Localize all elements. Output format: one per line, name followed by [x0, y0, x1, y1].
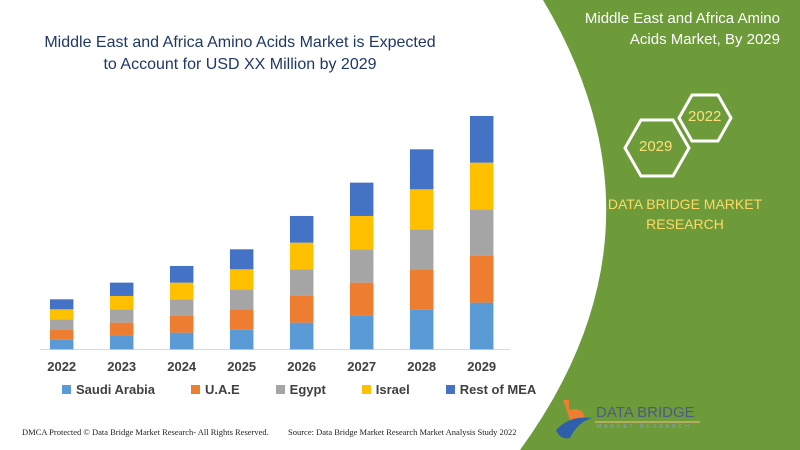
logo-tagline: MARKET RESEARCH	[597, 424, 692, 430]
copyright-text: DMCA Protected © Data Bridge Market Rese…	[22, 427, 269, 437]
bar-2027-saudi-arabia	[349, 315, 374, 350]
x-tick-2022: 2022	[47, 359, 76, 374]
bar-2022-egypt	[49, 319, 74, 330]
panel-title: Middle East and Africa Amino Acids Marke…	[584, 10, 780, 48]
bar-2026-rest-of-mea	[289, 215, 314, 243]
bar-2023-saudi-arabia	[109, 335, 134, 350]
source-text: Source: Data Bridge Market Research Mark…	[288, 427, 517, 437]
bar-2025-israel	[229, 269, 254, 290]
legend-item-uae: U.A.E	[190, 382, 240, 397]
bar-2028-israel	[409, 189, 434, 230]
bar-2027-rest-of-mea	[349, 182, 374, 216]
bar-2029-u-a-e	[469, 255, 494, 303]
x-tick-2023: 2023	[107, 359, 136, 374]
legend-swatch	[190, 385, 200, 394]
logo-name: DATA BRIDGE	[596, 404, 695, 421]
bar-2027-u-a-e	[349, 282, 374, 316]
logo-icon	[556, 400, 592, 439]
x-tick-2026: 2026	[287, 359, 316, 374]
legend-swatch	[445, 385, 455, 394]
bar-2025-saudi-arabia	[229, 329, 254, 350]
bar-2023-rest-of-mea	[109, 282, 134, 296]
x-tick-2029: 2029	[467, 359, 496, 374]
legend: Saudi Arabia U.A.E Egypt Israel Rest of …	[62, 382, 572, 397]
bar-2028-u-a-e	[409, 269, 434, 310]
bar-2026-israel	[289, 242, 314, 270]
bar-2029-israel	[469, 162, 494, 210]
hexagon-2029	[623, 118, 691, 178]
bar-2029-saudi-arabia	[469, 302, 494, 350]
chart-title: Middle East and Africa Amino Acids Marke…	[44, 34, 436, 73]
legend-swatch	[361, 385, 371, 394]
legend-item-egypt: Egypt	[275, 382, 326, 397]
bar-2028-rest-of-mea	[409, 149, 434, 190]
bar-2022-israel	[49, 309, 74, 320]
bar-2026-saudi-arabia	[289, 322, 314, 350]
bar-2028-saudi-arabia	[409, 309, 434, 350]
hex-label-2022: 2022	[688, 108, 722, 125]
bar-2024-rest-of-mea	[169, 265, 194, 283]
bar-2029-rest-of-mea	[469, 115, 494, 163]
bar-2022-rest-of-mea	[49, 299, 74, 310]
bar-2027-egypt	[349, 249, 374, 283]
bar-2025-rest-of-mea	[229, 249, 254, 270]
hex-label-2029: 2029	[639, 138, 673, 155]
bar-2022-u-a-e	[49, 329, 74, 340]
legend-item-saudi-arabia: Saudi Arabia	[62, 382, 155, 397]
legend-label: Saudi Arabia	[76, 382, 155, 397]
hexagon-2022	[677, 93, 733, 143]
bar-2024-saudi-arabia	[169, 332, 194, 350]
bar-2024-egypt	[169, 299, 194, 316]
legend-swatch	[275, 385, 285, 394]
legend-label: U.A.E	[204, 382, 240, 397]
legend-item-israel: Israel	[361, 382, 410, 397]
bar-2023-egypt	[109, 309, 134, 323]
bar-2027-israel	[349, 215, 374, 250]
bar-2025-egypt	[229, 289, 254, 310]
bar-2024-u-a-e	[169, 315, 194, 333]
bar-2026-u-a-e	[289, 295, 314, 323]
legend-label: Israel	[375, 382, 410, 397]
bar-2024-israel	[169, 282, 194, 300]
legend-swatch	[62, 385, 71, 394]
bar-2028-egypt	[409, 229, 434, 270]
x-tick-labels: 2022 2023 2024 2025 2026 2027 2028 2029	[47, 359, 496, 374]
bar-2023-israel	[109, 295, 134, 310]
legend-label: Rest of MEA	[459, 382, 537, 397]
x-tick-2028: 2028	[407, 359, 436, 374]
x-tick-2024: 2024	[167, 359, 197, 374]
bar-2029-egypt	[469, 209, 494, 256]
bar-2026-egypt	[289, 269, 314, 296]
x-tick-2027: 2027	[347, 359, 376, 374]
legend-label: Egypt	[289, 382, 326, 397]
brand-text: DATA BRIDGE MARKET RESEARCH	[607, 196, 763, 232]
x-tick-2025: 2025	[227, 359, 256, 374]
bar-2022-saudi-arabia	[49, 339, 74, 350]
bar-2023-u-a-e	[109, 322, 134, 336]
green-panel	[520, 0, 800, 450]
bars	[49, 115, 494, 350]
legend-item-rest-of-mea: Rest of MEA	[445, 382, 537, 397]
bar-2025-u-a-e	[229, 309, 254, 330]
